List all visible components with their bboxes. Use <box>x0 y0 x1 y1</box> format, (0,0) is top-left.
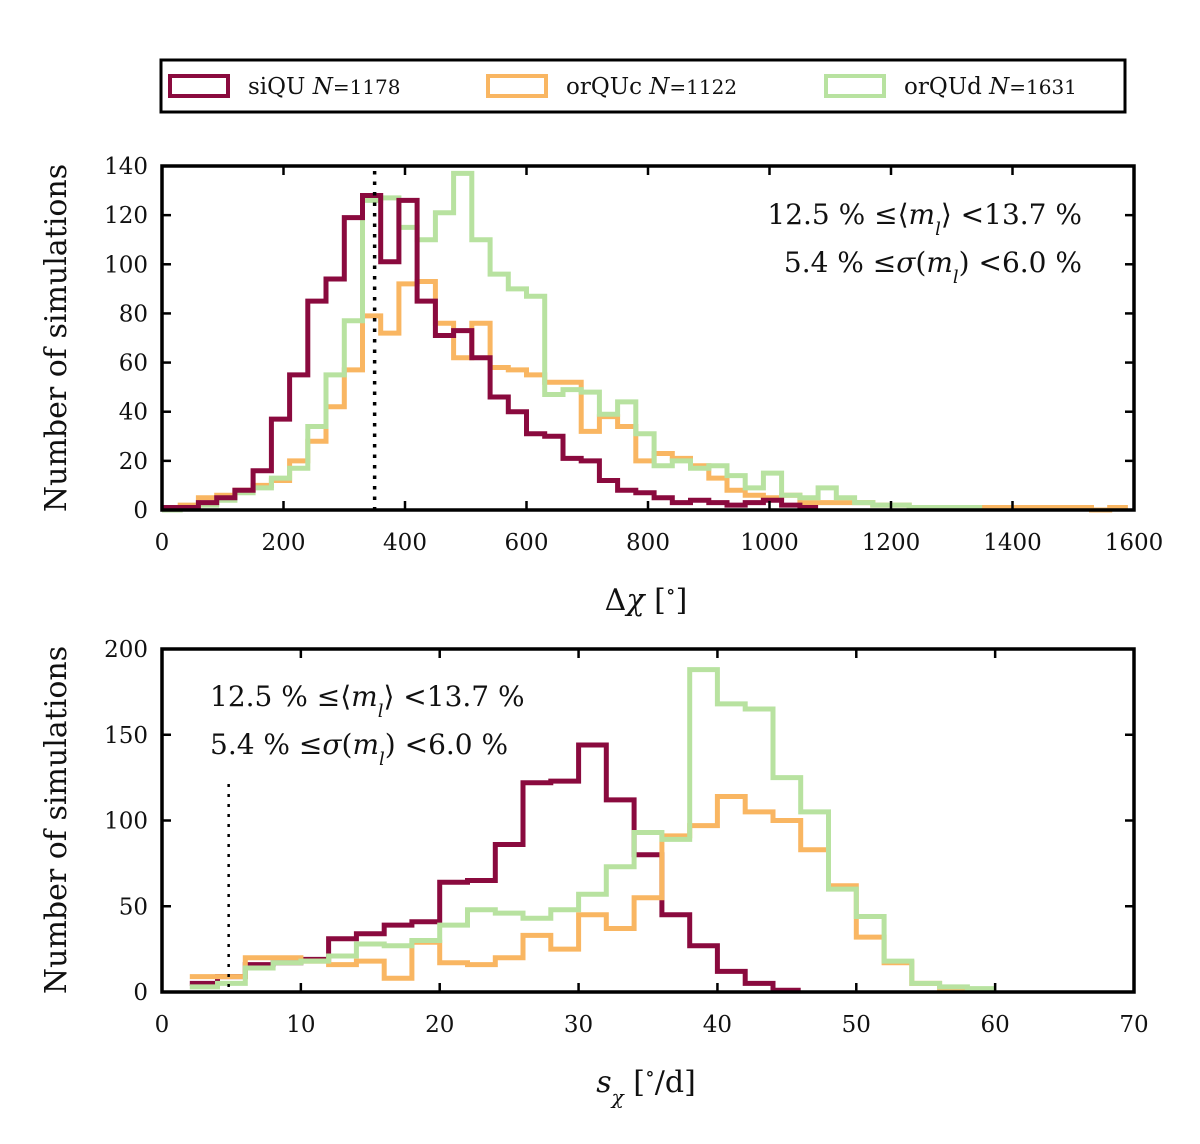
y-tick-label: 140 <box>104 154 148 180</box>
x-tick-label: 1000 <box>740 530 799 556</box>
top-y-axis-label: Number of simulations <box>39 164 74 512</box>
legend-swatch-orqud <box>824 74 886 98</box>
legend-label-orqud: orQUd N=1631 <box>904 74 1077 100</box>
legend-frame <box>159 58 1127 114</box>
y-tick-label: 0 <box>133 498 148 524</box>
bottom-ticks: 0 10 20 30 40 50 60 70 0 50 100 150 200 <box>104 637 1149 1038</box>
legend: siQU N=1178 orQUc N=1122 orQUd N=1631 <box>159 58 1127 114</box>
y-tick-label: 150 <box>104 723 148 749</box>
x-tick-label: 30 <box>564 1012 593 1038</box>
x-tick-label: 1400 <box>983 530 1042 556</box>
histogram-series-siqu <box>189 742 801 993</box>
y-tick-label: 0 <box>133 980 148 1006</box>
x-tick-label: 400 <box>383 530 427 556</box>
x-tick-label: 0 <box>155 530 170 556</box>
x-tick-label: 40 <box>703 1012 732 1038</box>
top-histogram-panel: 0 200 400 600 800 1000 1200 1400 1600 0 20 40 60 80 10… <box>39 154 1163 618</box>
top-annotation-line-2: 5.4 % ≤σ(ml) <6.0 % <box>784 246 1082 288</box>
bottom-y-axis-label: Number of simulations <box>39 646 74 994</box>
x-tick-label: 70 <box>1119 1012 1148 1038</box>
legend-swatch-siqu <box>168 74 230 98</box>
histogram-series-orqud <box>162 170 983 513</box>
y-tick-label: 60 <box>119 351 148 377</box>
top-x-axis-label: Δχ [∘] <box>605 579 688 618</box>
y-tick-label: 200 <box>104 637 148 663</box>
x-tick-label: 0 <box>155 1012 170 1038</box>
x-tick-label: 200 <box>262 530 306 556</box>
top-annotation-line-1: 12.5 % ≤⟨ml⟩ <13.7 % <box>767 198 1082 240</box>
bottom-annotation-line-1: 12.5 % ≤⟨ml⟩ <13.7 % <box>210 680 525 722</box>
x-tick-label: 60 <box>981 1012 1010 1038</box>
bottom-series-group <box>189 667 996 993</box>
y-tick-label: 100 <box>104 809 148 835</box>
x-tick-label: 20 <box>425 1012 454 1038</box>
bottom-annotation-line-2: 5.4 % ≤σ(ml) <6.0 % <box>210 728 508 770</box>
x-tick-label: 1600 <box>1105 530 1164 556</box>
top-ticks: 0 200 400 600 800 1000 1200 1400 1600 0 20 40 60 80 10… <box>104 154 1163 556</box>
histogram-series-siqu <box>162 193 819 510</box>
x-tick-label: 1200 <box>862 530 921 556</box>
bottom-x-axis-label: sχ [∘/d] <box>596 1061 696 1109</box>
y-tick-label: 40 <box>119 400 148 426</box>
legend-label-siqu: siQU N=1178 <box>248 74 401 100</box>
x-tick-label: 800 <box>626 530 670 556</box>
x-tick-label: 600 <box>505 530 549 556</box>
legend-label-orquc: orQUc N=1122 <box>566 74 737 100</box>
x-tick-label: 10 <box>286 1012 315 1038</box>
y-tick-label: 120 <box>104 203 148 229</box>
x-tick-label: 50 <box>842 1012 871 1038</box>
y-tick-label: 50 <box>119 894 148 920</box>
legend-swatch-orquc <box>486 74 548 98</box>
top-series-group <box>162 170 1128 513</box>
y-tick-label: 80 <box>119 301 148 327</box>
y-tick-label: 100 <box>104 252 148 278</box>
histogram-series-orquc <box>189 794 968 993</box>
y-tick-label: 20 <box>119 449 148 475</box>
bottom-histogram-panel: 0 10 20 30 40 50 60 70 0 50 100 150 200 Number of si… <box>39 637 1149 1109</box>
histogram-series-orqud <box>189 667 996 992</box>
